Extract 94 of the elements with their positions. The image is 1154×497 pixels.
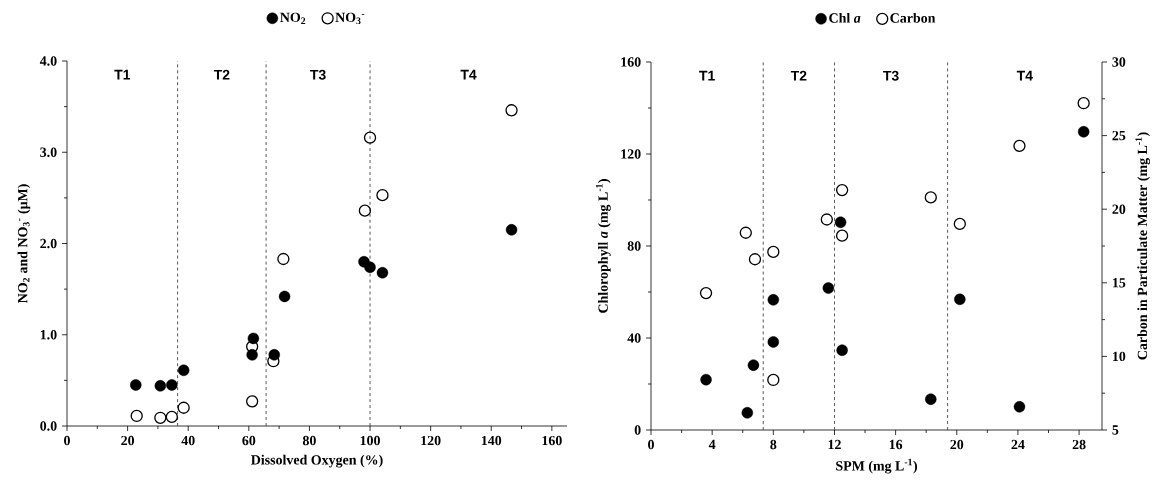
point — [925, 393, 937, 405]
point — [747, 359, 760, 371]
point — [835, 183, 849, 197]
y-tick-label: 4.0 — [39, 56, 57, 66]
annotation: T3 — [310, 69, 326, 80]
annotation: T3 — [883, 70, 899, 81]
x-tick-label: 24 — [1011, 439, 1025, 450]
y2-axis-title: Carbon in Particulate Matter (mg L$^{-1}$) — [1135, 132, 1151, 360]
legend-label: Chl a — [829, 12, 861, 23]
y2-tick-label: 5 — [1112, 425, 1119, 435]
y-tick-label: 40 — [627, 333, 641, 343]
point — [699, 286, 713, 300]
point — [739, 226, 752, 239]
y-tick-label: 160 — [621, 57, 641, 67]
x-tick-label: 40 — [181, 435, 195, 446]
point — [364, 261, 376, 273]
point — [358, 204, 372, 217]
y-tick-label: 80 — [627, 241, 641, 251]
point — [767, 373, 780, 387]
point — [278, 290, 291, 303]
annotation: T1 — [114, 69, 131, 80]
point — [741, 407, 754, 419]
y2-tick-label: 20 — [1112, 204, 1126, 214]
y2-tick-label: 25 — [1112, 130, 1126, 141]
annotation: T2 — [790, 70, 807, 81]
x-tick-label: 100 — [360, 435, 380, 446]
point — [277, 252, 290, 266]
x-tick-label: 16 — [889, 439, 903, 450]
point — [154, 380, 167, 392]
point — [130, 379, 142, 391]
point — [1077, 97, 1090, 110]
y-tick-label: 0.0 — [40, 421, 57, 431]
point — [924, 191, 937, 204]
x-tick-label: 160 — [542, 435, 562, 446]
point — [1013, 139, 1026, 153]
annotation: T2 — [213, 69, 230, 80]
x-tick-label: 20 — [950, 439, 964, 450]
point — [836, 344, 848, 356]
point — [505, 104, 518, 117]
point — [834, 216, 847, 229]
point — [767, 245, 780, 259]
y2-tick-label: 10 — [1112, 351, 1126, 362]
y2-tick-label: 15 — [1112, 278, 1126, 288]
x-tick-label: 28 — [1072, 439, 1086, 450]
point — [267, 355, 280, 368]
point — [822, 282, 835, 294]
y-axis-title: Chlorophyll a (mg L$^{-1}$) — [596, 179, 611, 313]
y-axis-title: NO$_{2}$ and NO$_{3}$$^{-}$ (μM) — [17, 184, 31, 304]
point — [748, 253, 762, 266]
y-tick-label: 1.0 — [40, 330, 57, 340]
point — [246, 340, 259, 353]
y-tick-label: 0 — [634, 425, 641, 435]
point — [767, 294, 780, 306]
annotation: T4 — [460, 69, 477, 80]
legend-label: Carbon — [890, 12, 936, 23]
point — [177, 401, 190, 414]
x-tick-label: 60 — [242, 435, 256, 446]
x-tick-label: 0 — [648, 439, 654, 450]
point — [767, 336, 780, 348]
x-tick-label: 4 — [708, 439, 716, 450]
point — [376, 267, 389, 279]
annotation: T4 — [1016, 70, 1033, 81]
y-tick-label: 2.0 — [40, 238, 57, 249]
y-tick-label: 3.0 — [40, 147, 57, 157]
point — [954, 293, 966, 306]
point — [1077, 125, 1090, 138]
y-tick-label: 120 — [621, 149, 641, 159]
point — [177, 364, 190, 377]
annotation: T1 — [699, 70, 715, 81]
x-tick-label: 120 — [421, 435, 441, 446]
point — [166, 379, 178, 391]
point — [820, 213, 833, 226]
legend-label: NO$_{3}$- — [335, 12, 365, 25]
x-tick-label: 20 — [121, 435, 135, 446]
point — [835, 229, 849, 242]
point — [363, 131, 377, 144]
x-tick-label: 8 — [770, 439, 777, 450]
x-axis-title: Dissolved Oxygen (%) — [251, 454, 383, 468]
point — [1013, 401, 1026, 413]
point — [165, 410, 178, 424]
point — [953, 217, 966, 231]
point — [154, 411, 167, 424]
x-tick-label: 12 — [828, 439, 841, 450]
legend-label: NO$_{2}$ — [280, 12, 306, 25]
x-tick-label: 140 — [481, 435, 502, 446]
point — [700, 373, 712, 386]
point — [376, 188, 389, 202]
x-tick-label: 80 — [302, 435, 316, 446]
point — [130, 409, 143, 423]
y2-tick-label: 30 — [1112, 57, 1126, 67]
point — [246, 395, 259, 408]
point — [505, 224, 518, 236]
x-axis-title: SPM (mg L$^{-1}$) — [836, 458, 918, 474]
x-tick-label: 0 — [64, 435, 70, 446]
